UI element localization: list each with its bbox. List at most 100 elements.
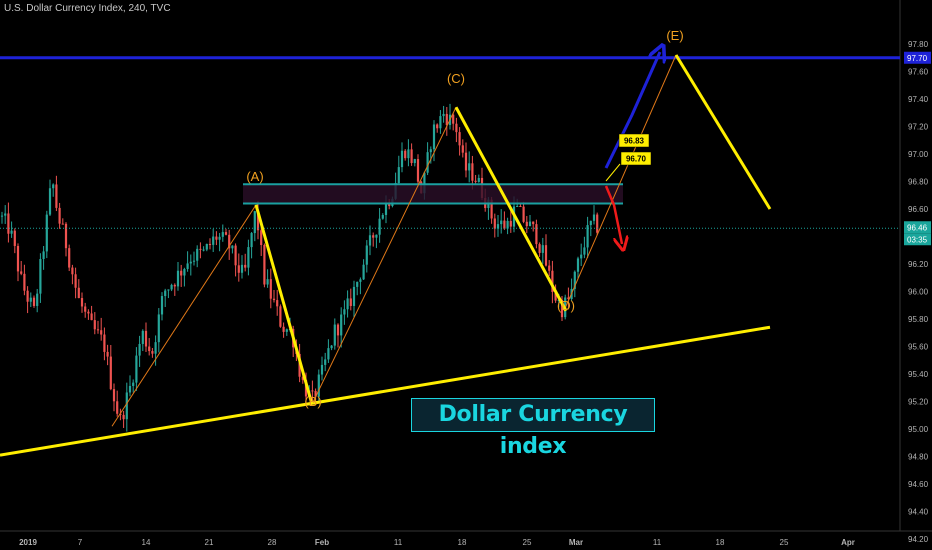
price-tick-label: 97.00: [908, 150, 929, 159]
candle-body: [112, 389, 116, 402]
candle-body: [256, 211, 260, 231]
candle-body: [554, 291, 557, 301]
candle-body: [349, 298, 352, 306]
candle-body: [583, 247, 586, 255]
price-axis-badge: 97.70: [904, 51, 931, 64]
candle-body: [199, 248, 202, 250]
candle-body: [573, 271, 576, 289]
candle-body: [263, 245, 266, 285]
candle-body: [404, 150, 407, 159]
candle-body: [400, 150, 404, 168]
resistance-zone: [243, 184, 623, 204]
candle-body: [378, 218, 381, 235]
chart-banner: Dollar Currency index: [411, 398, 655, 459]
time-axis[interactable]: 2019 7 14 21 28 Feb 11 18 25 Mar 11 18 25 Apr: [19, 538, 855, 547]
candle-body: [538, 244, 541, 253]
price-axis-badge-box: [904, 51, 931, 64]
candle-body: [132, 382, 135, 386]
candle-body: [493, 218, 496, 229]
guide-line: [111, 204, 257, 427]
candle-body: [189, 261, 192, 264]
candle-body: [311, 390, 314, 392]
chart-title: U.S. Dollar Currency Index, 240, TVC: [4, 3, 171, 14]
candle-body: [52, 184, 55, 189]
candle-body: [324, 359, 327, 365]
candle-body: [84, 306, 87, 312]
candle-body: [192, 260, 196, 262]
candle-body: [410, 149, 413, 164]
candle-body: [202, 249, 205, 251]
candle-body: [154, 342, 157, 354]
candle-body: [452, 114, 455, 124]
candle-body: [224, 232, 228, 235]
candle-body: [144, 330, 148, 347]
time-tick-label: 2019: [19, 538, 37, 547]
candle-body: [455, 123, 458, 133]
candle-body: [74, 274, 77, 288]
candle-body: [266, 279, 269, 285]
candle-body: [45, 214, 48, 252]
candle-body: [314, 390, 317, 397]
candle-body: [436, 124, 439, 129]
candle-body: [343, 309, 346, 315]
price-axis-badge-box: [904, 233, 931, 246]
candle-body: [525, 221, 528, 227]
candle-body: [109, 356, 112, 390]
time-tick-label: Apr: [841, 538, 855, 547]
candle-body: [509, 220, 512, 227]
candle-body: [122, 414, 125, 420]
candle-body: [148, 346, 151, 352]
candle-body: [138, 343, 141, 356]
candle-body: [234, 245, 237, 266]
candle-body: [4, 213, 7, 216]
candle-body: [301, 376, 304, 380]
candle-body: [218, 236, 221, 240]
candle-body: [176, 270, 180, 287]
candle-body: [64, 223, 68, 249]
candle-body: [432, 124, 436, 150]
candle-body: [125, 392, 128, 420]
price-axis[interactable]: 97.8097.6097.4097.2097.0096.8096.6096.40…: [904, 40, 931, 544]
candle-body: [500, 220, 503, 225]
candle-body: [442, 113, 445, 117]
overlay: (A) (B) (C) (D) (E) 96.83 96.70: [0, 28, 900, 457]
candle-body: [103, 334, 106, 352]
candle-body: [576, 258, 580, 272]
price-axis-badge: 96.46: [904, 221, 931, 234]
candle-body: [356, 281, 359, 287]
candle-body: [596, 214, 599, 233]
candle-body: [26, 290, 29, 302]
candle-body: [250, 233, 253, 248]
candle-body: [368, 235, 372, 246]
price-tick-label: 94.40: [908, 508, 929, 517]
candle-body: [93, 320, 96, 330]
price-callout: 96.83: [618, 133, 650, 148]
candle-body: [196, 248, 199, 261]
wave-label: (B): [304, 394, 321, 409]
time-tick-label: 28: [268, 538, 277, 547]
candle-body: [96, 329, 100, 331]
candle-body: [141, 330, 144, 344]
candle-body: [7, 213, 10, 234]
candle-body: [215, 236, 218, 240]
candle-body: [205, 243, 208, 250]
candle-body: [167, 289, 170, 291]
candle-body: [0, 215, 4, 217]
candle-body: [330, 345, 333, 349]
candle-body: [237, 265, 240, 273]
price-callout-box: [618, 133, 650, 148]
candle-body: [186, 263, 189, 269]
candle-body: [416, 159, 420, 182]
candle-body: [68, 248, 71, 268]
candle-body: [333, 324, 336, 346]
candle-body: [365, 245, 368, 265]
candle-body: [423, 172, 426, 194]
price-tick-label: 96.60: [908, 205, 929, 214]
candle-body: [548, 265, 551, 271]
candle-body: [346, 298, 349, 310]
time-tick-label: 25: [780, 538, 789, 547]
candle-body: [551, 270, 554, 292]
time-tick-label: Feb: [315, 538, 329, 547]
